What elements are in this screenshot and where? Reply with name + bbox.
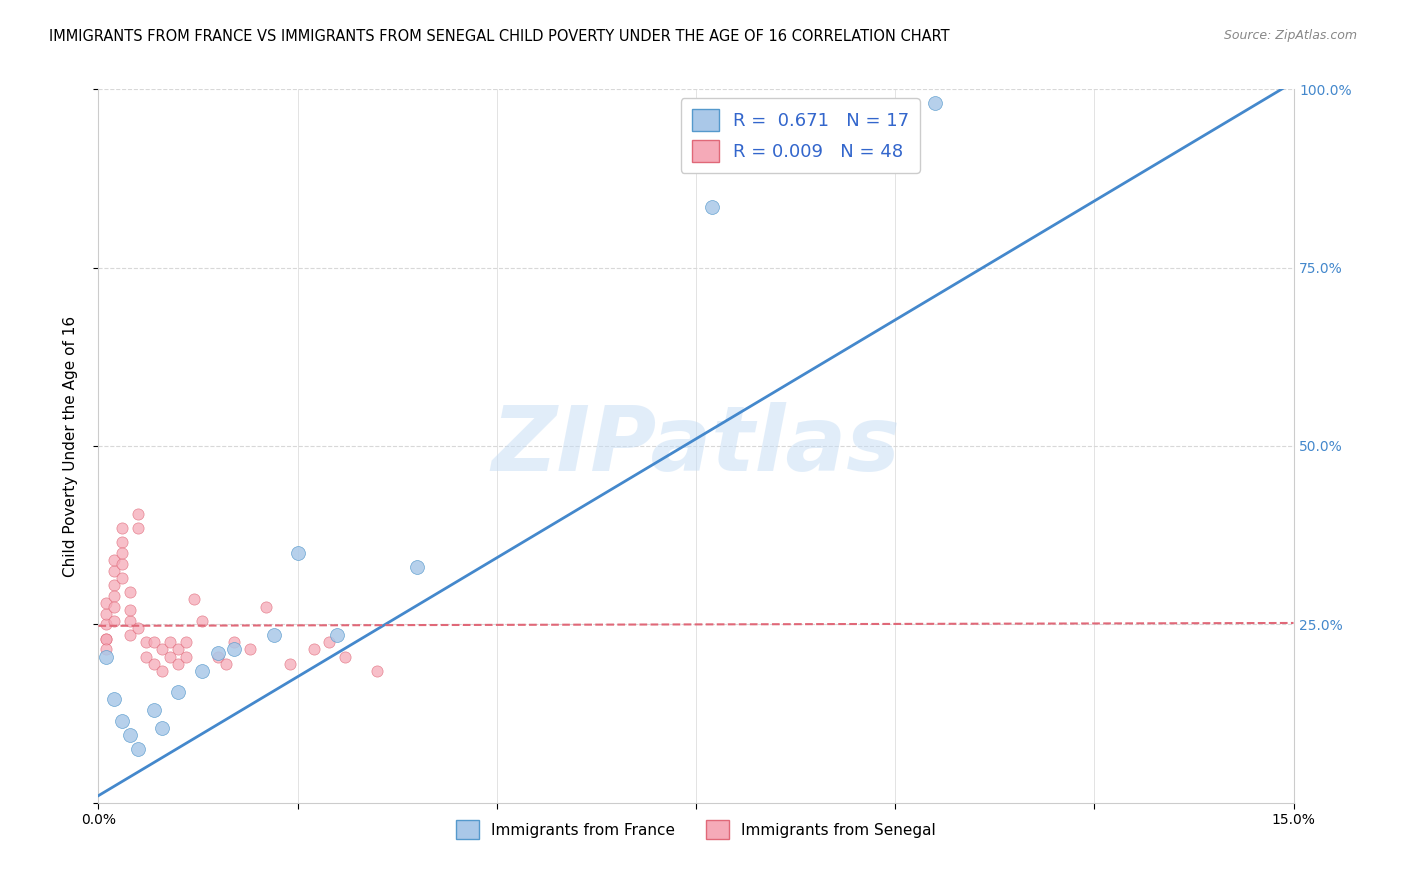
Point: [111, 535, 134, 549]
Point: [207, 649, 229, 664]
Point: [96, 649, 118, 664]
Point: [103, 614, 125, 628]
Point: [174, 649, 197, 664]
Point: [366, 664, 388, 678]
Point: [135, 635, 157, 649]
Point: [167, 685, 190, 699]
Point: [278, 657, 301, 671]
Point: [127, 742, 149, 756]
Point: [700, 200, 723, 214]
Point: [302, 642, 325, 657]
Text: IMMIGRANTS FROM FRANCE VS IMMIGRANTS FROM SENEGAL CHILD POVERTY UNDER THE AGE OF: IMMIGRANTS FROM FRANCE VS IMMIGRANTS FRO…: [49, 29, 950, 44]
Point: [167, 642, 190, 657]
Point: [127, 507, 149, 521]
Point: [120, 585, 142, 599]
Point: [254, 599, 277, 614]
Point: [96, 632, 118, 646]
Point: [191, 664, 214, 678]
Point: [143, 635, 166, 649]
Text: ZIPatlas: ZIPatlas: [492, 402, 900, 490]
Point: [127, 521, 149, 535]
Point: [96, 607, 118, 621]
Point: [127, 621, 149, 635]
Point: [167, 657, 190, 671]
Point: [96, 632, 118, 646]
Point: [120, 728, 142, 742]
Point: [159, 649, 181, 664]
Point: [111, 571, 134, 585]
Point: [159, 635, 181, 649]
Point: [96, 596, 118, 610]
Point: [287, 546, 309, 560]
Point: [111, 714, 134, 728]
Point: [111, 546, 134, 560]
Point: [120, 603, 142, 617]
Point: [103, 589, 125, 603]
Point: [406, 560, 429, 574]
Point: [120, 628, 142, 642]
Point: [150, 642, 173, 657]
Point: [135, 649, 157, 664]
Point: [103, 692, 125, 706]
Text: Source: ZipAtlas.com: Source: ZipAtlas.com: [1223, 29, 1357, 42]
Point: [120, 614, 142, 628]
Point: [207, 646, 229, 660]
Point: [96, 642, 118, 657]
Point: [150, 664, 173, 678]
Point: [143, 703, 166, 717]
Point: [318, 635, 340, 649]
Point: [924, 96, 946, 111]
Point: [103, 564, 125, 578]
Point: [174, 635, 197, 649]
Point: [111, 557, 134, 571]
Legend: Immigrants from France, Immigrants from Senegal: Immigrants from France, Immigrants from …: [450, 814, 942, 845]
Point: [143, 657, 166, 671]
Point: [111, 521, 134, 535]
Point: [222, 642, 245, 657]
Point: [183, 592, 205, 607]
Point: [239, 642, 262, 657]
Point: [191, 614, 214, 628]
Point: [263, 628, 285, 642]
Point: [335, 649, 357, 664]
Point: [326, 628, 349, 642]
Point: [215, 657, 238, 671]
Point: [103, 599, 125, 614]
Point: [222, 635, 245, 649]
Point: [150, 721, 173, 735]
Point: [96, 617, 118, 632]
Point: [103, 553, 125, 567]
Y-axis label: Child Poverty Under the Age of 16: Child Poverty Under the Age of 16: [63, 316, 77, 576]
Point: [103, 578, 125, 592]
